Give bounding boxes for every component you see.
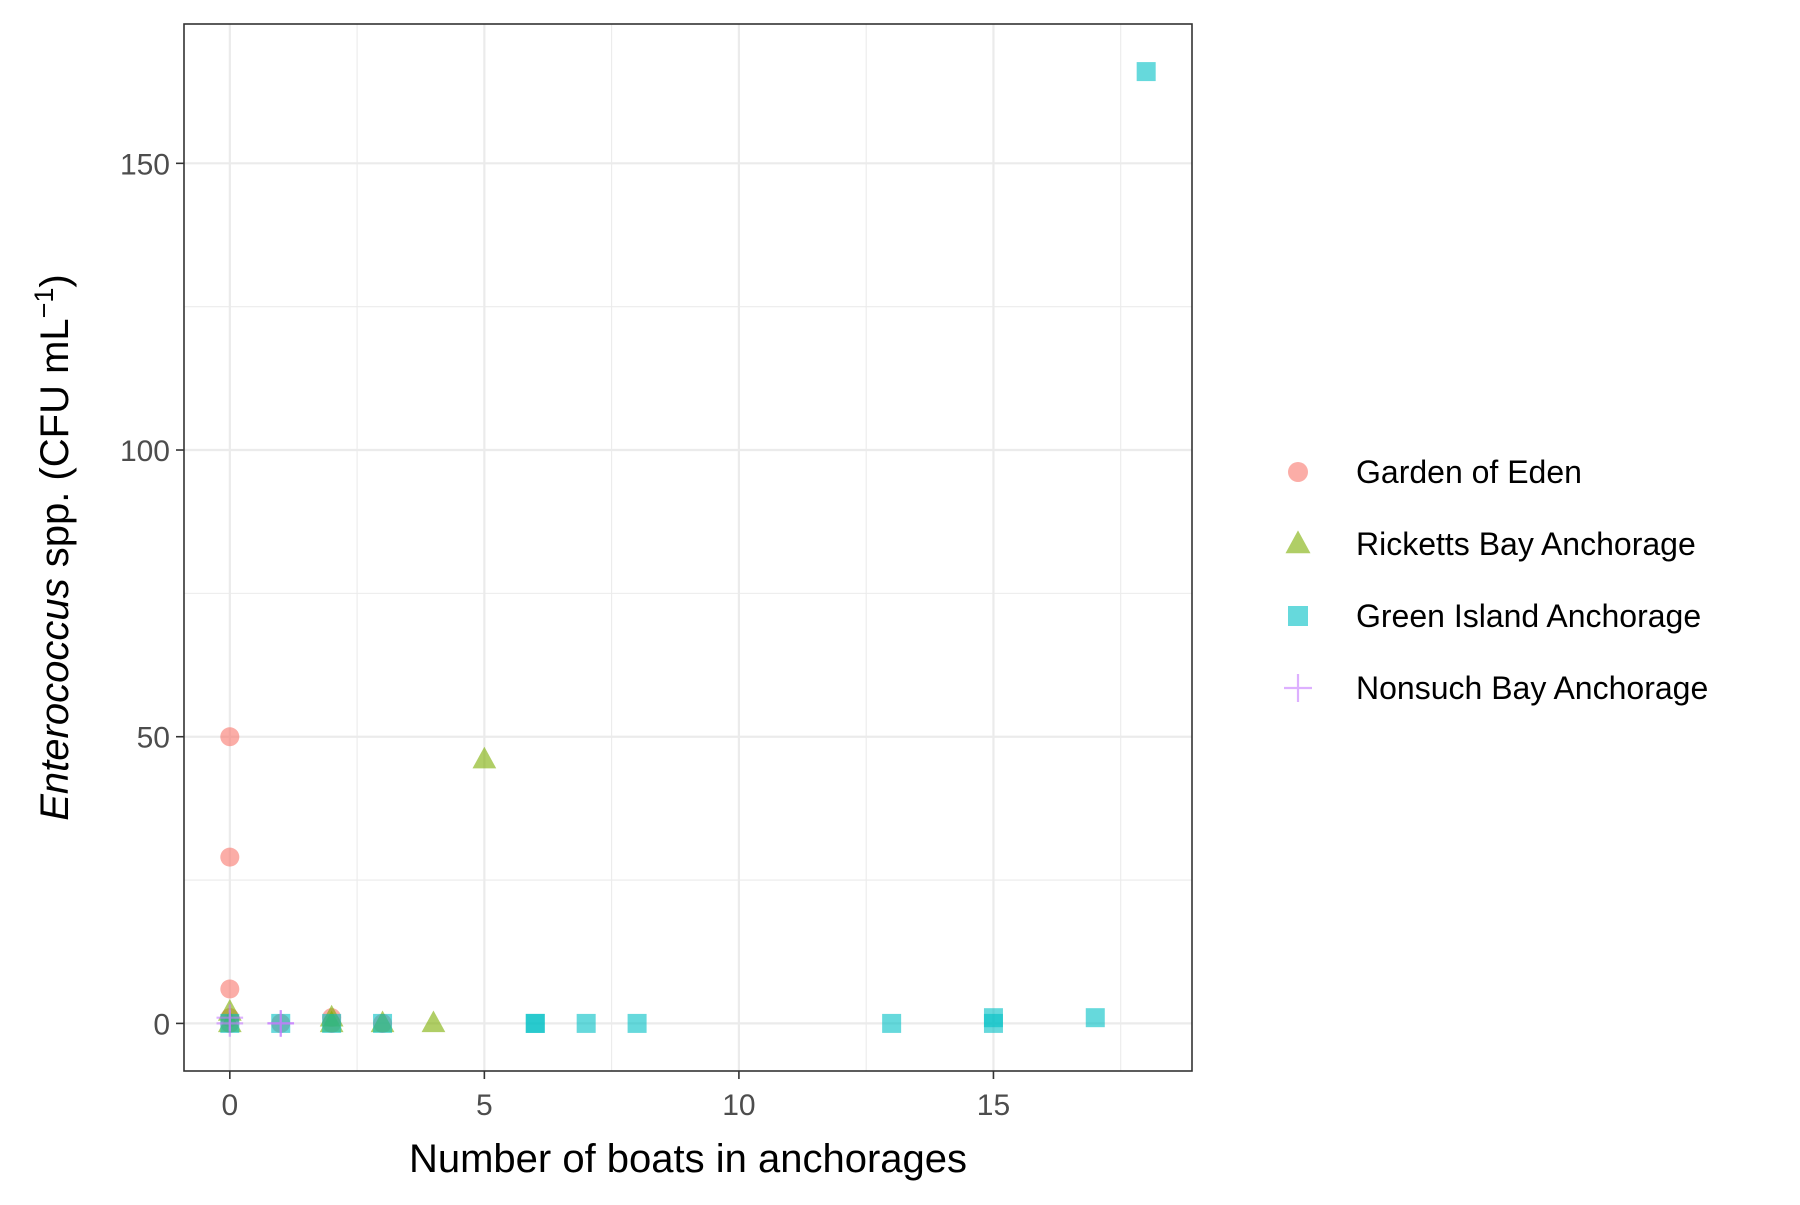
y-tick-label: 50: [137, 722, 170, 755]
legend-key-triangle: [1285, 530, 1311, 554]
y-tick-label: 100: [120, 435, 170, 468]
plot-panel-border: [183, 23, 1193, 1072]
legend-key-square: [1288, 606, 1308, 626]
data-point-plus: [216, 1004, 244, 1031]
x-tick-label: 0: [221, 1089, 238, 1122]
legend-label: Green Island Anchorage: [1356, 598, 1701, 634]
y-axis-title: Enterococcus spp. (CFU mL−1): [29, 274, 77, 821]
y-tick-label: 0: [153, 1008, 170, 1041]
legend-key-circle: [1288, 462, 1308, 482]
data-points: [216, 62, 1156, 1037]
y-axis-title-text: spp. (CFU mL: [33, 318, 77, 578]
data-point-triangle: [472, 746, 497, 769]
data-point-square: [373, 1013, 393, 1033]
data-point-square: [525, 1013, 545, 1033]
legend-label: Garden of Eden: [1356, 454, 1582, 490]
data-point-triangle: [421, 1010, 446, 1033]
data-point-square: [882, 1013, 902, 1033]
data-point-square: [627, 1013, 647, 1033]
x-tick-label: 10: [722, 1089, 755, 1122]
data-point-plus: [267, 1010, 295, 1037]
data-point-square: [983, 1008, 1003, 1028]
series-plus: [216, 1004, 295, 1037]
x-tick-label: 15: [977, 1089, 1010, 1122]
data-point-circle: [220, 847, 240, 867]
legend: Garden of Eden Ricketts Bay Anchorage Gree…: [1284, 454, 1708, 706]
data-point-square: [576, 1013, 596, 1033]
data-point-circle: [220, 979, 240, 999]
y-tick-label: 150: [120, 148, 170, 181]
data-point-circle: [220, 727, 240, 747]
x-tick-label: 5: [476, 1089, 493, 1122]
x-axis-title: Number of boats in anchorages: [409, 1137, 967, 1181]
y-axis-title-italic: Enterococcus: [33, 578, 77, 820]
y-axis-title-close: ): [33, 274, 77, 287]
data-point-square: [1136, 62, 1156, 82]
legend-label: Nonsuch Bay Anchorage: [1356, 670, 1708, 706]
data-point-square: [1085, 1008, 1105, 1028]
legend-key-plus: [1284, 674, 1312, 702]
grid-lines: [184, 24, 1192, 1071]
data-point-square: [322, 1013, 342, 1033]
legend-label: Ricketts Bay Anchorage: [1356, 526, 1696, 562]
y-axis-title-superscript: −1: [29, 288, 59, 319]
